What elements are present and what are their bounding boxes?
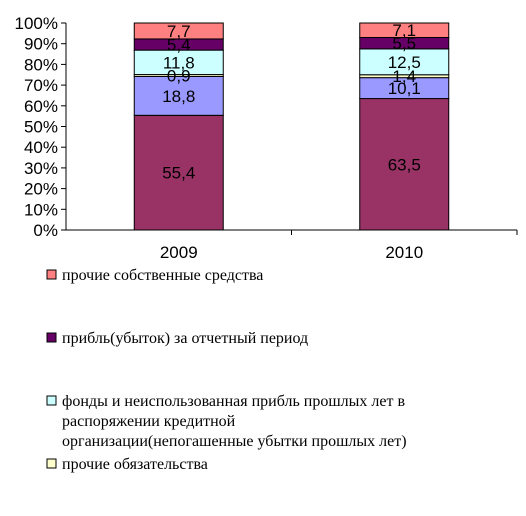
y-tick-label: 40% xyxy=(24,138,58,157)
bar-segment xyxy=(359,22,450,38)
y-tick-label: 30% xyxy=(24,159,58,178)
legend-label: прибль(убыток) за отчетный период xyxy=(62,330,308,347)
data-label: 63,5 xyxy=(388,155,421,174)
data-label: 55,4 xyxy=(162,164,195,183)
data-label: 7,1 xyxy=(392,21,416,40)
legend-swatch xyxy=(46,332,57,343)
y-tick-label: 90% xyxy=(24,35,58,54)
bar-segment xyxy=(359,98,450,231)
bars xyxy=(133,22,450,231)
bar-segment xyxy=(359,48,450,76)
legend-label: организации(непогашенные убытки прошлых … xyxy=(62,433,407,450)
data-labels: 55,4 18,8 0,911,85,47,7 63,5 10,11,412,55,57… xyxy=(162,21,421,182)
bar-segment xyxy=(133,49,224,76)
y-tick-label: 0% xyxy=(33,221,58,240)
legend: прочие собственные средства прибль(убыток… xyxy=(46,267,407,473)
bar-segment xyxy=(133,114,224,231)
y-tick-label: 60% xyxy=(24,97,58,116)
y-tick-label: 10% xyxy=(24,200,58,219)
legend-label: фонды и неиспользованная прибль прошлых … xyxy=(62,393,405,410)
legend-swatch xyxy=(46,458,57,469)
y-tick-label: 100% xyxy=(15,14,58,33)
data-label: 12,5 xyxy=(388,53,421,72)
data-label: 10,1 xyxy=(388,79,421,98)
data-label: 5,4 xyxy=(167,36,191,55)
data-label: 18,8 xyxy=(162,87,195,106)
x-tick-label: 2009 xyxy=(160,243,198,262)
legend-label: распоряжении кредитной xyxy=(62,413,236,430)
legend-label: прочие обязательства xyxy=(62,456,208,473)
axes: 0% 10%20% 30% 40%50% 60% 70% 80%90% 100% 2009 201… xyxy=(15,14,518,262)
legend-label: прочие собственные средства xyxy=(62,267,263,284)
y-tick-label: 20% xyxy=(24,180,58,199)
data-label: 7,7 xyxy=(167,22,191,41)
y-tick-label: 80% xyxy=(24,55,58,74)
data-label: 0,9 xyxy=(167,66,191,85)
data-label: 11,8 xyxy=(163,53,195,72)
x-tick-label: 2010 xyxy=(385,243,423,262)
legend-swatch xyxy=(46,269,57,280)
y-tick-label: 70% xyxy=(24,76,58,95)
legend-swatch xyxy=(46,395,57,406)
data-label: 1,4 xyxy=(392,67,416,86)
bar-segment xyxy=(133,22,224,40)
data-label: 5,5 xyxy=(392,34,416,53)
y-tick-label: 50% xyxy=(24,118,58,137)
